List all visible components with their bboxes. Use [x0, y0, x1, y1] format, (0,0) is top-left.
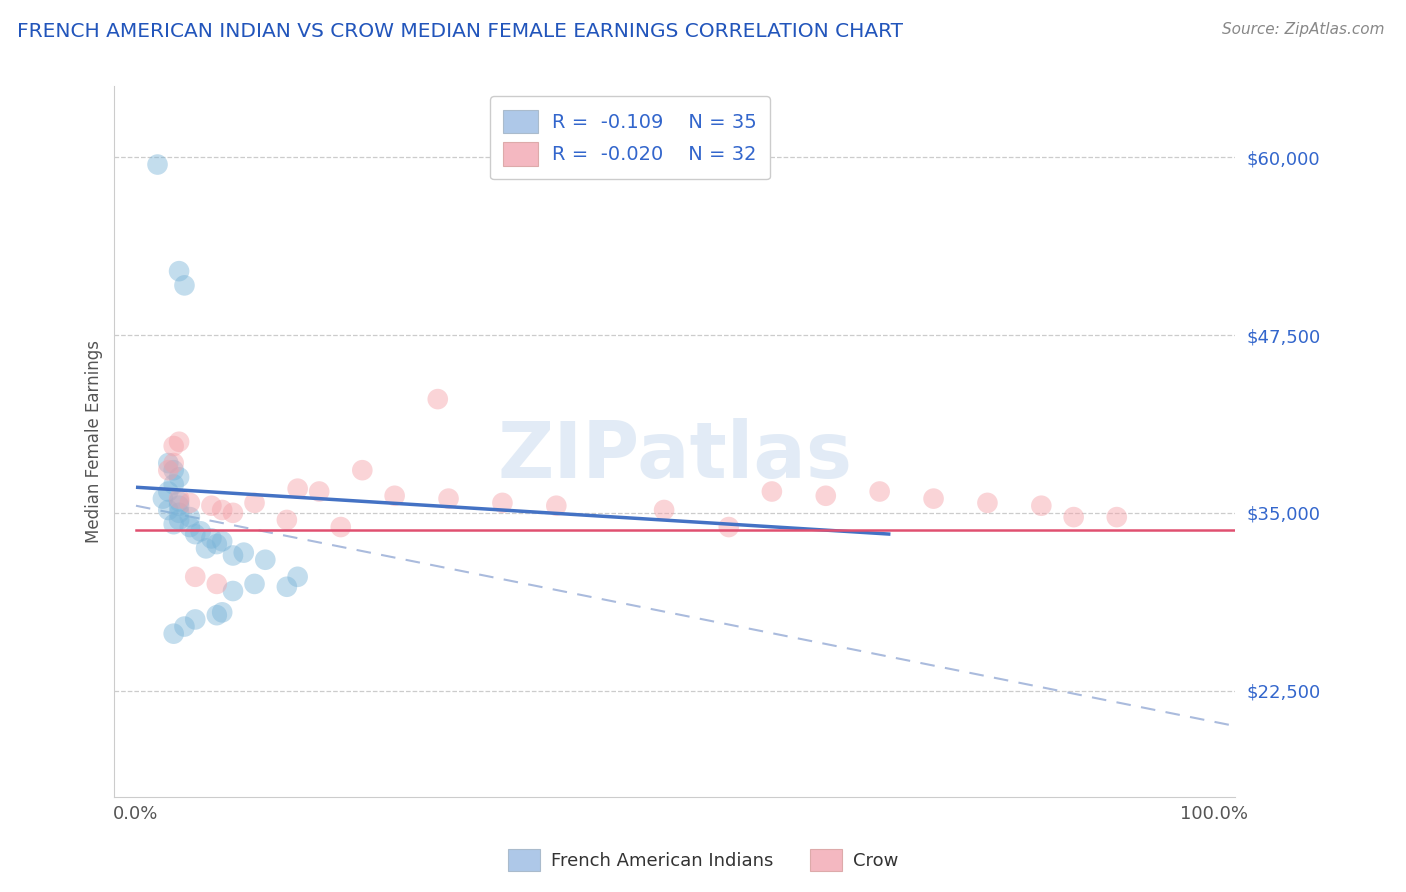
- Point: [717, 520, 740, 534]
- Point: [352, 463, 374, 477]
- Point: [976, 496, 998, 510]
- Point: [184, 527, 207, 541]
- Point: [243, 496, 266, 510]
- Point: [167, 506, 190, 520]
- Point: [167, 494, 190, 508]
- Point: [173, 619, 195, 633]
- Point: [1063, 510, 1085, 524]
- Point: [163, 456, 186, 470]
- Point: [157, 503, 180, 517]
- Point: [163, 517, 186, 532]
- Point: [211, 503, 233, 517]
- Point: [232, 546, 254, 560]
- Point: [222, 549, 245, 563]
- Point: [254, 553, 277, 567]
- Point: [163, 439, 186, 453]
- Point: [276, 513, 298, 527]
- Point: [184, 570, 207, 584]
- Point: [179, 496, 201, 510]
- Text: ZIPatlas: ZIPatlas: [498, 418, 852, 494]
- Point: [167, 499, 190, 513]
- Point: [163, 463, 186, 477]
- Point: [173, 278, 195, 293]
- Point: [222, 584, 245, 599]
- Point: [211, 605, 233, 619]
- Point: [184, 612, 207, 626]
- Point: [384, 489, 406, 503]
- Point: [205, 537, 228, 551]
- Point: [1031, 499, 1053, 513]
- Point: [200, 532, 222, 546]
- Point: [163, 477, 186, 491]
- Point: [152, 491, 174, 506]
- Point: [167, 434, 190, 449]
- Point: [308, 484, 330, 499]
- Point: [222, 506, 245, 520]
- Point: [276, 580, 298, 594]
- Point: [167, 264, 190, 278]
- Point: [179, 520, 201, 534]
- Point: [426, 392, 449, 406]
- Point: [179, 510, 201, 524]
- Point: [287, 570, 309, 584]
- Point: [329, 520, 352, 534]
- Point: [869, 484, 891, 499]
- Point: [652, 503, 675, 517]
- Point: [157, 463, 180, 477]
- Point: [243, 577, 266, 591]
- Point: [163, 626, 186, 640]
- Point: [491, 496, 513, 510]
- Point: [546, 499, 568, 513]
- Y-axis label: Median Female Earnings: Median Female Earnings: [86, 340, 103, 543]
- Point: [146, 157, 169, 171]
- Point: [157, 484, 180, 499]
- Text: Source: ZipAtlas.com: Source: ZipAtlas.com: [1222, 22, 1385, 37]
- Point: [211, 534, 233, 549]
- Point: [437, 491, 460, 506]
- Legend: R =  -0.109    N = 35, R =  -0.020    N = 32: R = -0.109 N = 35, R = -0.020 N = 32: [489, 96, 770, 179]
- Point: [814, 489, 837, 503]
- Point: [287, 482, 309, 496]
- Point: [167, 491, 190, 506]
- Point: [922, 491, 945, 506]
- Legend: French American Indians, Crow: French American Indians, Crow: [501, 842, 905, 879]
- Point: [205, 608, 228, 623]
- Point: [205, 577, 228, 591]
- Point: [167, 470, 190, 484]
- Point: [190, 524, 212, 539]
- Point: [167, 513, 190, 527]
- Point: [195, 541, 218, 556]
- Point: [1105, 510, 1128, 524]
- Point: [761, 484, 783, 499]
- Text: FRENCH AMERICAN INDIAN VS CROW MEDIAN FEMALE EARNINGS CORRELATION CHART: FRENCH AMERICAN INDIAN VS CROW MEDIAN FE…: [17, 22, 903, 41]
- Point: [200, 499, 222, 513]
- Point: [157, 456, 180, 470]
